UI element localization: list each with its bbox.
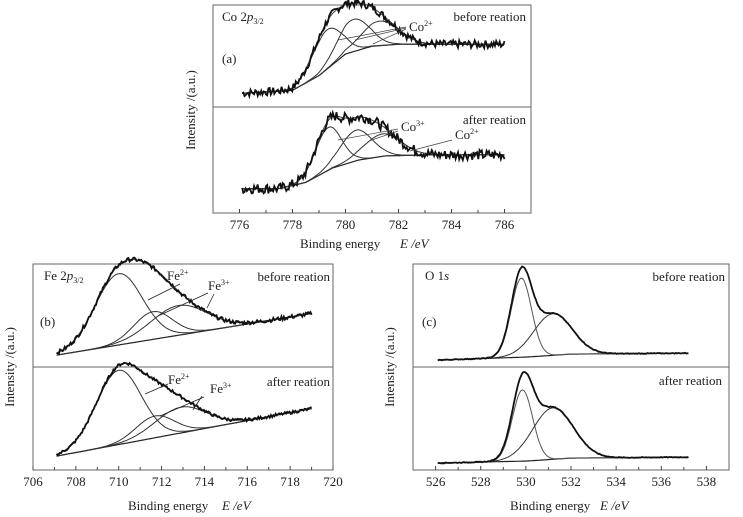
- x-tick-label: 782: [389, 217, 409, 232]
- component-peak-oadsorbed: [437, 407, 689, 464]
- x-tick-label: 716: [238, 474, 258, 489]
- raw-spectrum-b-1: [55, 361, 312, 457]
- annotation-text: Fe3+: [210, 381, 232, 396]
- panel-a-xlabel-unit: E /eV: [399, 236, 431, 251]
- x-tick-label: 536: [652, 474, 672, 489]
- x-tick-label: 714: [195, 474, 215, 489]
- annotation-leader: [368, 130, 399, 142]
- component-peak-fe2: [56, 273, 312, 354]
- fitted-envelope-c-0: [437, 266, 689, 361]
- annotation-leader: [409, 139, 453, 152]
- panel-c-x-axis: 526 528 530 532 534 536 538: [426, 466, 716, 489]
- annotation-text: Co2+: [455, 127, 479, 142]
- raw-spectrum-b-0: [56, 256, 313, 355]
- panel-c-ylabel: Intensity /(a.u.): [382, 327, 397, 407]
- panel-b-before-label: before reation: [257, 269, 330, 284]
- x-tick-label: 776: [230, 217, 250, 232]
- component-peak-olattice: [437, 389, 689, 464]
- x-tick-label: 784: [442, 217, 462, 232]
- x-tick-label: 778: [283, 217, 303, 232]
- x-tick-label: 718: [280, 474, 300, 489]
- x-tick-label: 710: [109, 474, 129, 489]
- x-tick-label: 532: [561, 474, 581, 489]
- panel-b-ylabel: Intensity /(a.u.): [2, 327, 17, 407]
- panel-a-plot: [241, 0, 506, 195]
- raw-spectrum-a-1: [241, 109, 506, 195]
- annotation-arrow: [159, 396, 205, 417]
- panel-b-title: Fe 2p3/2: [44, 268, 83, 285]
- panel-a: Co 2p3/2 (a) before reation after reatio…: [183, 0, 532, 251]
- x-tick-label: 720: [323, 474, 343, 489]
- x-tick-label: 534: [606, 474, 626, 489]
- panel-a-before-label: before reation: [453, 9, 526, 24]
- annotation-arrow: [206, 293, 215, 309]
- panel-b-label: (b): [40, 314, 55, 329]
- annotation-text: Fe3+: [208, 278, 230, 293]
- annotation-leader: [337, 128, 399, 141]
- annotation-text: Co2+: [409, 19, 433, 34]
- annotation-arrow: [147, 283, 181, 301]
- baseline-a-0: [242, 43, 505, 94]
- panel-b-xlabel-unit: E /eV: [221, 498, 253, 513]
- panel-a-ylabel: Intensity /(a.u.): [183, 70, 198, 150]
- fitted-envelope-c-1: [437, 371, 689, 464]
- annotation-text: Fe2+: [167, 268, 189, 283]
- panel-b: Fe 2p3/2 (b) before reation after reatio…: [2, 256, 343, 513]
- annotation-text: Fe2+: [168, 372, 190, 387]
- fitted-envelope-a-1: [242, 115, 505, 190]
- panel-c: O 1s (c) before reation after reation 52…: [382, 263, 730, 513]
- component-peak-co2: [242, 18, 505, 94]
- x-tick-label: 712: [152, 474, 172, 489]
- panel-c-label: (c): [422, 314, 436, 329]
- raw-spectrum-c-0: [437, 265, 689, 362]
- annotation-text: Co3+: [401, 119, 425, 134]
- panel-a-x-axis: 776 778 780 782 784 786: [230, 209, 515, 232]
- panel-a-xlabel: Binding energy: [300, 236, 381, 251]
- component-peak-co3: [242, 27, 505, 94]
- panel-c-title: O 1s: [425, 268, 449, 283]
- annotation-arrow: [144, 383, 169, 395]
- x-tick-label: 538: [697, 474, 717, 489]
- x-tick-label: 780: [336, 217, 356, 232]
- panel-c-before-label: before reation: [652, 269, 725, 284]
- annotation-leader: [337, 26, 407, 41]
- panel-a-annotation-co2-after: Co2+: [409, 127, 479, 152]
- panel-b-after-label: after reation: [267, 374, 331, 389]
- annotation-arrow: [157, 292, 209, 317]
- panel-b-annotation-fe2-after: Fe2+: [144, 372, 190, 395]
- annotation-arrow: [192, 395, 203, 411]
- x-tick-label: 526: [426, 474, 446, 489]
- panel-b-plot: [55, 256, 313, 457]
- panel-a-after-label: after reation: [463, 112, 527, 127]
- component-peak-fe3: [56, 304, 312, 356]
- baseline-a-1: [242, 154, 505, 190]
- x-tick-label: 706: [23, 474, 43, 489]
- raw-spectrum-c-1: [437, 371, 689, 465]
- panel-a-title: Co 2p3/2: [222, 9, 264, 26]
- panel-a-label: (a): [222, 51, 236, 66]
- panel-c-xlabel: Binding energy: [510, 498, 591, 513]
- annotation-leader: [372, 28, 407, 45]
- x-tick-label: 708: [66, 474, 86, 489]
- panel-b-xlabel: Binding energy: [128, 498, 209, 513]
- annotation-leader: [354, 27, 407, 41]
- panel-c-xlabel-unit: E /eV: [599, 498, 631, 513]
- panel-b-annotation-fe3-before: Fe3+: [157, 278, 230, 317]
- panel-c-plot: [437, 265, 689, 465]
- panel-b-x-axis: 706 708 710 712 714 716 718 720: [23, 466, 343, 489]
- x-tick-label: 530: [516, 474, 536, 489]
- raw-spectrum-a-0: [241, 0, 506, 100]
- x-tick-label: 786: [495, 217, 515, 232]
- panel-c-after-label: after reation: [659, 373, 723, 388]
- x-tick-label: 528: [471, 474, 491, 489]
